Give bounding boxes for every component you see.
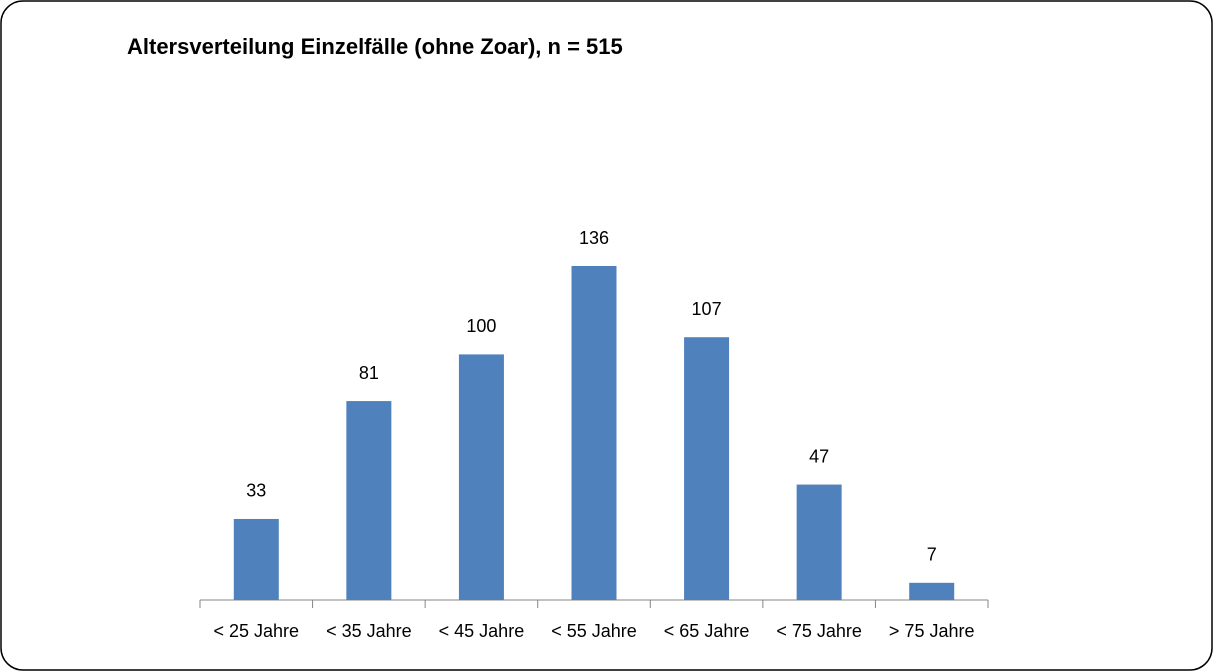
bar xyxy=(458,354,504,600)
data-label: 100 xyxy=(466,316,496,336)
data-label: 136 xyxy=(579,228,609,248)
bar xyxy=(571,266,617,600)
bar xyxy=(796,484,842,600)
x-tick-label: < 25 Jahre xyxy=(214,621,300,641)
x-tick-label: < 65 Jahre xyxy=(664,621,750,641)
data-label: 33 xyxy=(246,481,266,501)
bar xyxy=(233,518,279,600)
x-tick-label: > 75 Jahre xyxy=(889,621,975,641)
data-label: 81 xyxy=(359,363,379,383)
data-label: 107 xyxy=(692,299,722,319)
x-tick-label: < 55 Jahre xyxy=(551,621,637,641)
bar xyxy=(346,401,392,600)
bar xyxy=(909,582,955,600)
bar xyxy=(684,337,730,600)
data-label: 47 xyxy=(809,446,829,466)
x-tick-label: < 35 Jahre xyxy=(326,621,412,641)
chart-title: Altersverteilung Einzelfälle (ohne Zoar)… xyxy=(127,34,623,59)
x-tick-label: < 75 Jahre xyxy=(776,621,862,641)
x-tick-label: < 45 Jahre xyxy=(439,621,525,641)
data-label: 7 xyxy=(927,545,937,565)
